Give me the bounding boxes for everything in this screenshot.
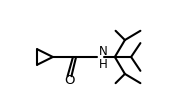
Text: N
H: N H [99,45,107,71]
Text: O: O [64,74,74,87]
